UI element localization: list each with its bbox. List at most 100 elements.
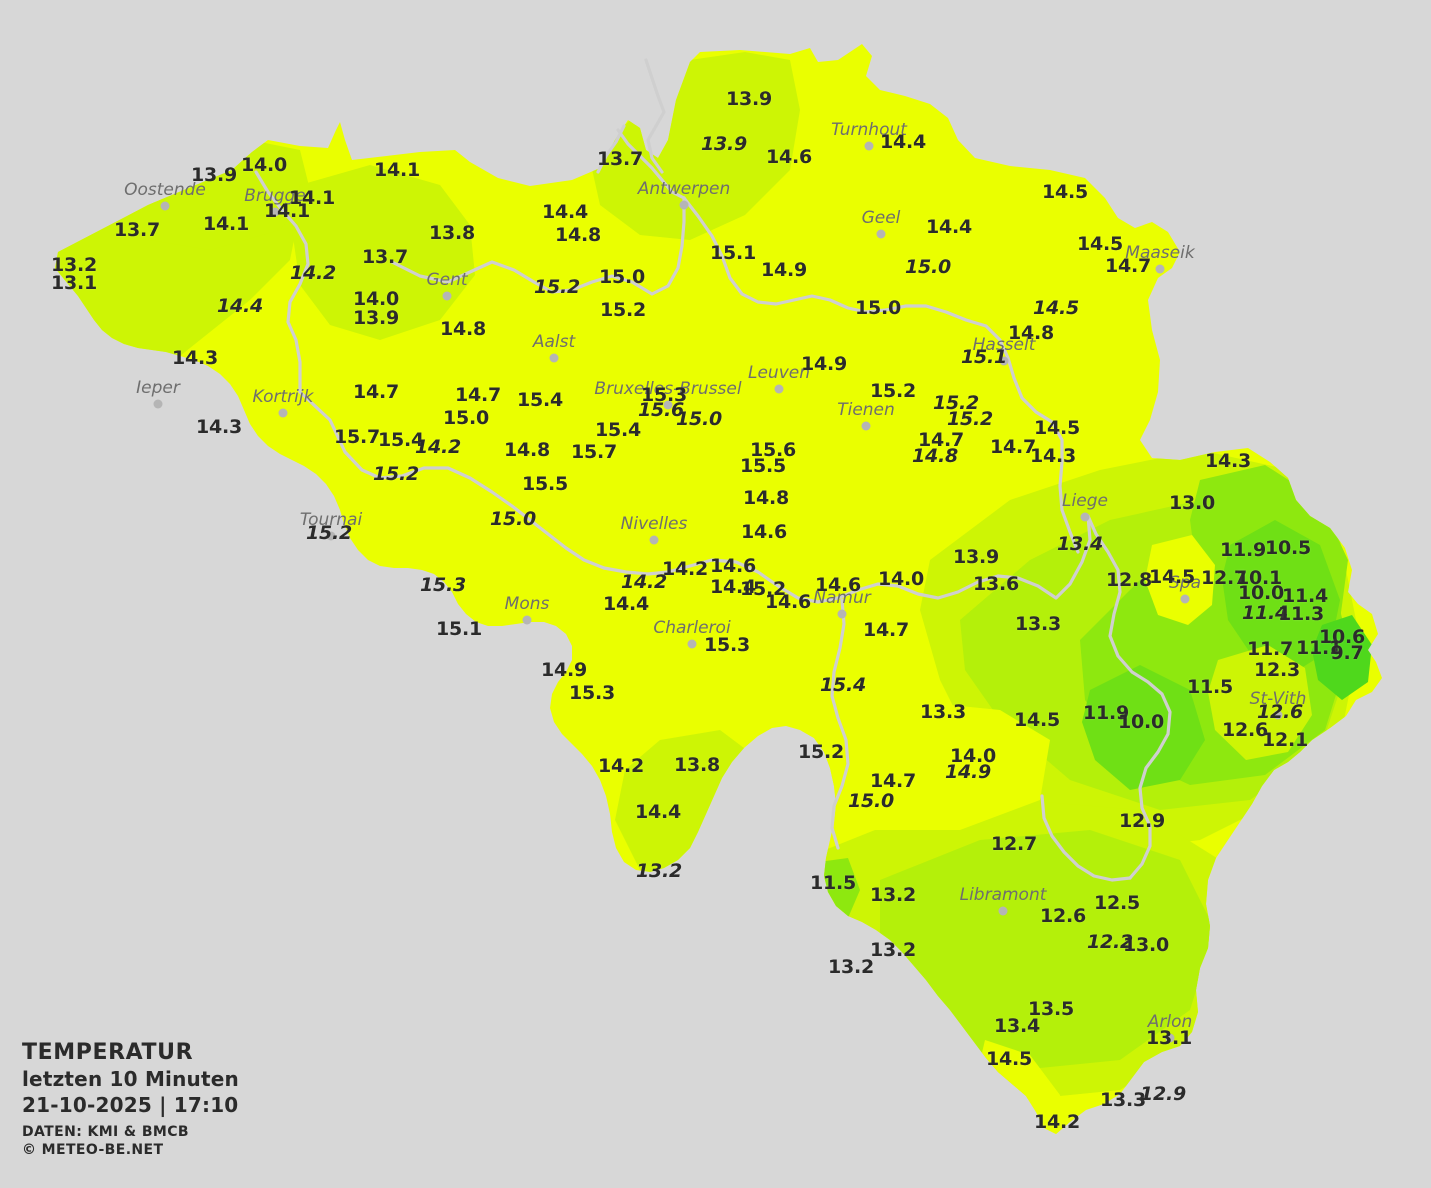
city-label: Arlon <box>1147 1012 1193 1032</box>
temperature-reading: 15.3 <box>703 634 751 656</box>
band-cooler-gent-nw <box>292 165 475 340</box>
temperature-reading: 13.1 <box>1145 1027 1193 1049</box>
temperature-reading: 14.7 <box>1104 255 1152 277</box>
temperature-reading: 11.3 <box>1277 603 1325 625</box>
city-marker-dot <box>270 207 280 217</box>
city-label: Charleroi <box>653 618 731 638</box>
city-marker-dot <box>522 615 532 625</box>
temperature-reading: 14.1 <box>373 159 421 181</box>
temperature-reading: 12.7 <box>990 833 1038 855</box>
temperature-reading: 10.1 <box>1235 567 1283 589</box>
temperature-reading: 14.4 <box>634 801 682 823</box>
city-marker-dot <box>1155 264 1165 274</box>
band-warm-spa-pocket <box>1145 535 1215 625</box>
temperature-reading: 10.0 <box>1117 711 1165 733</box>
temperature-reading: 15.2 <box>305 522 353 544</box>
temperature-reading: 15.1 <box>435 618 483 640</box>
temperature-reading: 14.1 <box>263 200 311 222</box>
temperature-reading: 14.9 <box>800 353 848 375</box>
temperature-reading: 14.7 <box>989 436 1037 458</box>
temperature-reading: 12.7 <box>1200 567 1248 589</box>
temperature-reading: 13.0 <box>1168 492 1216 514</box>
band-warm-center-wedge <box>800 700 1050 830</box>
temperature-reading: 14.8 <box>742 487 790 509</box>
temperature-reading: 13.8 <box>673 754 721 776</box>
city-label: Brugge <box>244 186 306 206</box>
band-10-core <box>1222 520 1340 672</box>
temperature-reading: 15.4 <box>819 674 867 696</box>
band-warm-south-tip <box>978 1040 1070 1134</box>
temperature-reading: 15.0 <box>442 407 490 429</box>
temperature-reading: 14.5 <box>1032 297 1080 319</box>
city-label: Spa <box>1169 573 1201 593</box>
temperature-reading: 15.2 <box>372 463 420 485</box>
city-label: Maaseik <box>1125 243 1195 263</box>
temperature-reading: 14.6 <box>740 521 788 543</box>
temperature-reading: 14.9 <box>760 259 808 281</box>
temperature-reading: 13.9 <box>952 546 1000 568</box>
temperature-reading: 12.5 <box>1093 892 1141 914</box>
temperature-reading: 15.4 <box>516 389 564 411</box>
temperature-reading: 15.0 <box>675 408 723 430</box>
band-warm-stvith-pocket <box>1208 645 1312 760</box>
temperature-reading: 14.7 <box>869 770 917 792</box>
temperature-reading: 11.5 <box>1186 676 1234 698</box>
temperature-reading: 15.6 <box>637 399 685 421</box>
region-borders <box>254 58 1172 882</box>
band-10-south-cell <box>1082 665 1205 790</box>
temperature-reading: 15.2 <box>946 408 994 430</box>
temperature-reading: 12.2 <box>1086 931 1134 953</box>
legend-title: TEMPERATUR <box>22 1040 194 1065</box>
city-marker-dot <box>999 356 1009 366</box>
city-marker-dot <box>1273 710 1283 720</box>
temperature-reading: 14.2 <box>414 436 462 458</box>
temperature-reading: 15.2 <box>599 299 647 321</box>
temperature-reading: 14.8 <box>554 224 602 246</box>
city-label: Mons <box>504 594 550 614</box>
temperature-reading: 10.5 <box>1264 537 1312 559</box>
temperature-reading: 15.0 <box>904 256 952 278</box>
temperature-reading: 14.6 <box>709 555 757 577</box>
temperature-reading: 13.6 <box>972 573 1020 595</box>
city-marker-dot <box>663 400 673 410</box>
temperature-reading: 14.5 <box>985 1048 1033 1070</box>
temperature-reading: 11.5 <box>809 872 857 894</box>
temperature-reading: 13.2 <box>869 884 917 906</box>
temperature-reading: 13.2 <box>50 254 98 276</box>
temperature-reading: 14.2 <box>289 262 337 284</box>
temperature-reading: 15.2 <box>797 741 845 763</box>
temperature-reading: 14.8 <box>911 445 959 467</box>
city-marker-dot <box>837 609 847 619</box>
city-marker-dot <box>278 408 288 418</box>
temperature-reading: 15.3 <box>419 574 467 596</box>
temperature-reading: 11.4 <box>1241 602 1289 624</box>
temperature-reading: 12.6 <box>1221 719 1269 741</box>
legend-copyright: © METEO-BE.NET <box>22 1142 164 1158</box>
temperature-reading: 14.3 <box>1029 445 1077 467</box>
city-marker-dot <box>1080 512 1090 522</box>
temperature-reading: 14.5 <box>1033 417 1081 439</box>
temperature-reading: 13.1 <box>50 272 98 294</box>
temperature-reading: 12.9 <box>1118 810 1166 832</box>
legend-datetime: 21-10-2025 | 17:10 <box>22 1093 239 1117</box>
temperature-reading: 13.4 <box>993 1015 1041 1037</box>
temperature-reading: 15.5 <box>739 455 787 477</box>
temperature-reading: 11.7 <box>1246 638 1294 660</box>
temperature-reading: 12.8 <box>1105 569 1153 591</box>
temperature-reading: 14.2 <box>620 571 668 593</box>
temperature-reading: 10.6 <box>1318 626 1366 648</box>
temperature-reading: 14.2 <box>597 755 645 777</box>
temperature-reading: 14.0 <box>240 154 288 176</box>
temperature-reading: 11.9 <box>1219 539 1267 561</box>
temperature-reading: 12.6 <box>1039 905 1087 927</box>
temperature-reading: 14.7 <box>352 381 400 403</box>
temperature-reading: 15.0 <box>847 790 895 812</box>
temperature-reading: 13.2 <box>869 939 917 961</box>
city-marker-dot <box>1180 594 1190 604</box>
legend-subtitle: letzten 10 Minuten <box>22 1067 239 1091</box>
city-label: Liege <box>1062 491 1108 511</box>
temperature-reading: 14.4 <box>216 295 264 317</box>
temperature-reading: 14.3 <box>171 347 219 369</box>
